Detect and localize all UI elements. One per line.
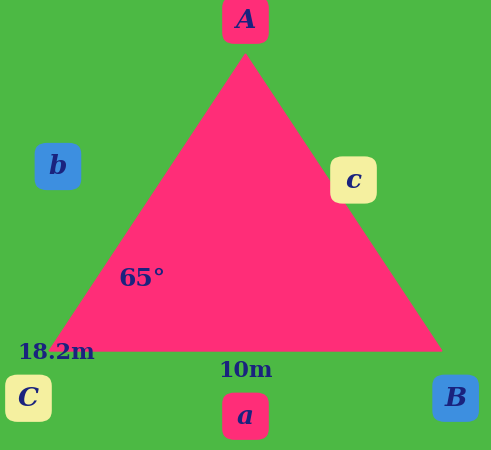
FancyBboxPatch shape: [330, 157, 377, 203]
Text: 10m: 10m: [218, 360, 273, 382]
Text: c: c: [346, 167, 361, 193]
FancyBboxPatch shape: [34, 143, 81, 190]
Text: a: a: [237, 404, 254, 429]
Text: 65°: 65°: [119, 267, 166, 291]
Text: C: C: [18, 386, 39, 411]
Text: B: B: [444, 386, 467, 411]
FancyBboxPatch shape: [222, 392, 269, 440]
Text: 18.2m: 18.2m: [18, 342, 95, 364]
Polygon shape: [49, 54, 442, 351]
Text: A: A: [235, 8, 256, 33]
FancyBboxPatch shape: [432, 374, 479, 422]
FancyBboxPatch shape: [5, 374, 52, 422]
Text: b: b: [49, 154, 67, 179]
FancyBboxPatch shape: [222, 0, 269, 44]
